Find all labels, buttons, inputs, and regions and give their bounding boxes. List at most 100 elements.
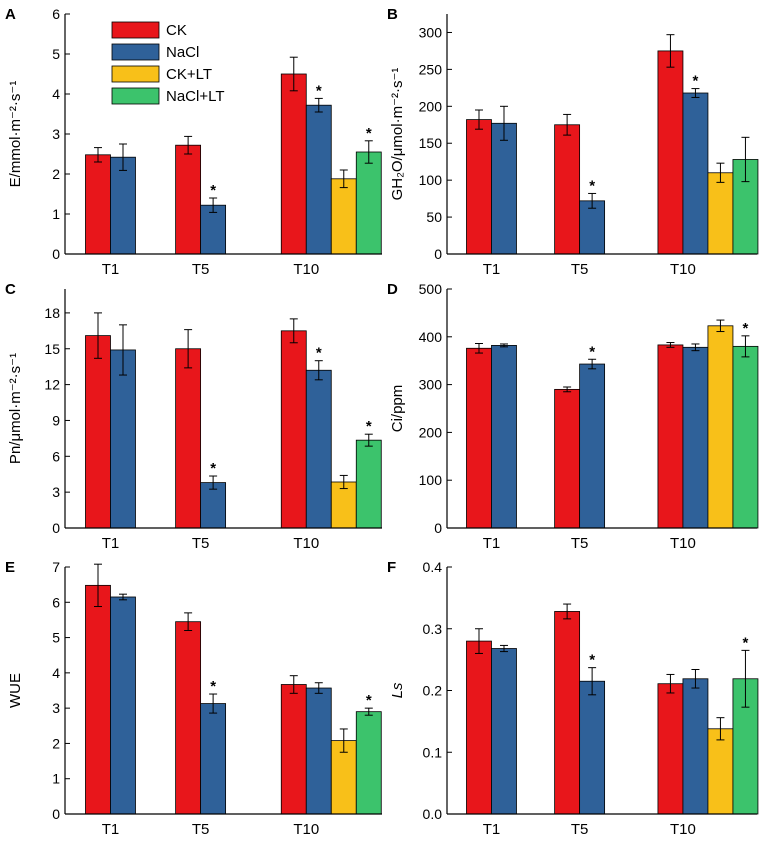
significance-star: * — [589, 343, 595, 360]
bar-ck-t1 — [85, 335, 111, 529]
x-tick-label: T1 — [102, 821, 120, 838]
significance-star: * — [366, 418, 372, 435]
legend: CK NaCl CK+LT NaCl+LT — [111, 21, 225, 105]
x-tick-label: T5 — [192, 821, 210, 838]
significance-star: * — [316, 82, 322, 99]
bar-ck-t5 — [175, 621, 202, 815]
bar-ck-t1 — [466, 119, 492, 255]
panel-letter: C — [5, 281, 16, 298]
bar-nacl-t5 — [200, 204, 227, 255]
x-tick-label: T5 — [571, 261, 589, 278]
panel-letter: E — [5, 559, 15, 576]
legend-label: CK+LT — [166, 66, 212, 83]
legend-swatch — [111, 43, 160, 61]
x-tick-label: T1 — [483, 261, 501, 278]
significance-star: * — [210, 182, 216, 199]
y-tick-label: 6 — [52, 448, 60, 464]
bar-nacl-lt-t10 — [355, 439, 382, 529]
panel-b: B 0 50 100 150 200 250 300 * * T1 T5 T10 GH₂O/μmol·m⁻… — [387, 6, 759, 278]
bar-nacl-t10 — [682, 92, 709, 255]
panel-e: E 0 1 2 3 4 5 6 7 * * T1 T5 T10 WUE — [5, 559, 382, 838]
bar-ck-t5 — [175, 348, 202, 529]
bar-nacl-t5 — [579, 363, 606, 529]
bar-nacl-t5 — [200, 703, 227, 815]
x-tick-label: T10 — [293, 261, 319, 278]
legend-label: NaCl — [166, 44, 199, 61]
panel-letter: F — [387, 559, 396, 576]
y-tick-label: 1 — [52, 206, 60, 222]
y-axis-label: Ci/ppm — [389, 385, 406, 433]
y-tick-label: 0 — [434, 246, 442, 262]
y-tick-label: 2 — [52, 166, 60, 182]
bar-nacl-t1 — [491, 122, 517, 255]
y-tick-label: 3 — [52, 700, 60, 716]
legend-swatch — [111, 87, 160, 105]
bar-ck-t5 — [554, 124, 581, 255]
y-tick-label: 0 — [434, 520, 442, 536]
bar-ck-t10 — [657, 344, 684, 529]
y-tick-label: 15 — [44, 341, 60, 357]
bar-ck-lt-t10 — [330, 178, 357, 255]
significance-star: * — [210, 460, 216, 477]
y-tick-label: 5 — [52, 630, 60, 646]
bar-nacl-t10 — [305, 369, 332, 529]
bar-nacl-t10 — [682, 678, 709, 815]
significance-star: * — [743, 634, 749, 651]
x-tick-label: T10 — [670, 261, 696, 278]
x-tick-label: T10 — [670, 535, 696, 552]
y-tick-label: 6 — [52, 6, 60, 22]
bar-ck-t10 — [657, 683, 684, 815]
bar-ck-t1 — [85, 154, 111, 255]
x-tick-label: T1 — [102, 261, 120, 278]
y-tick-label: 0 — [52, 806, 60, 822]
y-tick-label: 400 — [419, 329, 443, 345]
significance-star: * — [316, 345, 322, 362]
bar-ck-lt-t10 — [707, 172, 734, 255]
y-axis-label: Pn/μmol·m⁻²·s⁻¹ — [7, 353, 24, 464]
bar-nacl-t1 — [110, 349, 136, 529]
y-tick-label: 100 — [419, 472, 443, 488]
bar-nacl-t10 — [305, 687, 332, 815]
significance-star: * — [693, 73, 699, 90]
significance-star: * — [589, 652, 595, 669]
bar-ck-t5 — [554, 611, 581, 815]
y-tick-label: 0.2 — [423, 683, 443, 699]
panel-a: A 0 1 2 3 4 5 6 * * * T1 T5 T10 E/mmol·m⁻²·s⁻¹ — [5, 6, 382, 278]
legend-label: CK — [166, 22, 187, 39]
bar-ck-t10 — [280, 684, 307, 815]
y-axis-label: GH₂O/μmol·m⁻²·s⁻¹ — [389, 68, 406, 201]
x-tick-label: T5 — [192, 535, 210, 552]
bar-ck-t1 — [466, 347, 492, 529]
legend-swatch — [111, 65, 160, 83]
bar-nacl-t1 — [491, 648, 517, 815]
panel-letter: A — [5, 6, 16, 23]
bar-ck-lt-t10 — [707, 325, 734, 529]
bar-ck-lt-t10 — [707, 728, 734, 815]
x-tick-label: T5 — [571, 821, 589, 838]
panel-f: F 0.0 0.1 0.2 0.3 0.4 * * T1 T5 T10 Ls — [387, 559, 759, 838]
bar-ck-t10 — [280, 73, 307, 255]
y-tick-label: 200 — [419, 424, 443, 440]
y-tick-label: 4 — [52, 665, 60, 681]
bar-nacl-lt-t10 — [355, 711, 382, 815]
y-tick-label: 300 — [419, 377, 443, 393]
bar-nacl-lt-t10 — [355, 151, 382, 255]
y-tick-label: 150 — [419, 135, 443, 151]
x-tick-label: T5 — [571, 535, 589, 552]
bar-nacl-t1 — [110, 596, 136, 815]
y-tick-label: 6 — [52, 594, 60, 610]
y-tick-label: 7 — [52, 559, 60, 575]
panel-letter: B — [387, 6, 398, 23]
legend-label: NaCl+LT — [166, 88, 225, 105]
bar-nacl-t5 — [579, 680, 606, 815]
y-tick-label: 300 — [419, 24, 443, 40]
x-tick-label: T1 — [483, 821, 501, 838]
panel-c: C 0 3 6 9 12 15 18 * * * T1 T5 T10 Pn/μmol·m⁻²·s⁻¹ — [5, 281, 382, 552]
y-tick-label: 0 — [52, 520, 60, 536]
significance-star: * — [210, 678, 216, 695]
bar-nacl-t10 — [682, 346, 709, 529]
bar-nacl-lt-t10 — [732, 345, 759, 529]
y-tick-label: 100 — [419, 172, 443, 188]
x-tick-label: T10 — [293, 821, 319, 838]
bar-nacl-t10 — [305, 104, 332, 255]
